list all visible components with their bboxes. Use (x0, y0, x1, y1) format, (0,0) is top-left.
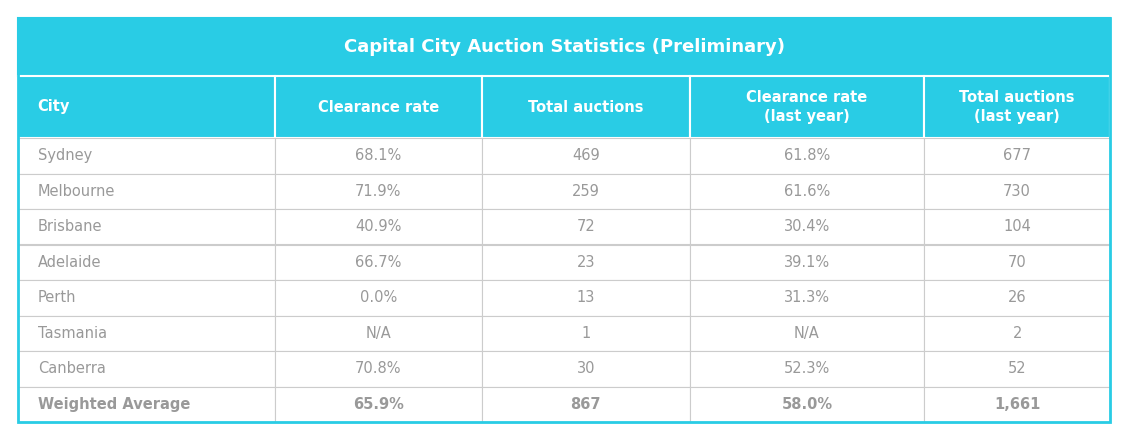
Bar (689, 138, 924, 173)
Text: 867: 867 (571, 397, 601, 412)
Text: N/A: N/A (365, 326, 391, 341)
Text: 1: 1 (581, 326, 590, 341)
Bar (482, 280, 689, 315)
Bar (924, 209, 1110, 244)
Text: 65.9%: 65.9% (353, 397, 404, 412)
Text: 68.1%: 68.1% (355, 148, 402, 163)
Text: City: City (37, 99, 70, 114)
Bar (482, 386, 689, 422)
Text: 26: 26 (1007, 290, 1026, 305)
Text: 0.0%: 0.0% (360, 290, 397, 305)
Text: 52.3%: 52.3% (784, 361, 830, 376)
Bar (689, 351, 924, 386)
Bar (18, 173, 274, 209)
Bar (274, 138, 482, 173)
Text: 71.9%: 71.9% (355, 184, 402, 199)
Bar (18, 244, 274, 280)
Bar (924, 138, 1110, 173)
Bar (274, 351, 482, 386)
Bar (274, 244, 482, 280)
Text: Brisbane: Brisbane (37, 219, 103, 234)
Text: 61.6%: 61.6% (784, 184, 830, 199)
Bar (482, 209, 689, 244)
Text: 469: 469 (572, 148, 600, 163)
Bar (18, 18, 1110, 76)
Text: 23: 23 (576, 255, 596, 270)
Text: 66.7%: 66.7% (355, 255, 402, 270)
Bar (18, 315, 274, 351)
Text: 677: 677 (1003, 148, 1031, 163)
Bar (482, 173, 689, 209)
Bar (689, 244, 924, 280)
Bar (924, 76, 1110, 138)
Text: 72: 72 (576, 219, 596, 234)
Bar (482, 76, 689, 138)
Text: Melbourne: Melbourne (37, 184, 115, 199)
Bar (18, 386, 274, 422)
Text: 2: 2 (1013, 326, 1022, 341)
Bar (18, 76, 274, 138)
Bar (924, 244, 1110, 280)
Text: 1,661: 1,661 (994, 397, 1040, 412)
Text: Total auctions
(last year): Total auctions (last year) (960, 91, 1075, 124)
Bar (274, 386, 482, 422)
Text: Adelaide: Adelaide (37, 255, 102, 270)
Bar (18, 351, 274, 386)
Bar (482, 315, 689, 351)
Text: Clearance rate: Clearance rate (318, 99, 439, 114)
Bar (924, 315, 1110, 351)
Bar (924, 173, 1110, 209)
Bar (482, 244, 689, 280)
Bar (274, 209, 482, 244)
Bar (924, 280, 1110, 315)
Text: 61.8%: 61.8% (784, 148, 830, 163)
Text: 13: 13 (576, 290, 596, 305)
Bar (274, 315, 482, 351)
Text: 104: 104 (1003, 219, 1031, 234)
Bar (274, 76, 482, 138)
Text: 40.9%: 40.9% (355, 219, 402, 234)
Text: 70: 70 (1007, 255, 1026, 270)
Text: 52: 52 (1007, 361, 1026, 376)
Text: 730: 730 (1003, 184, 1031, 199)
Text: Tasmania: Tasmania (37, 326, 107, 341)
Bar (689, 76, 924, 138)
Bar (924, 386, 1110, 422)
Text: 70.8%: 70.8% (355, 361, 402, 376)
Text: 58.0%: 58.0% (782, 397, 832, 412)
Text: Clearance rate
(last year): Clearance rate (last year) (747, 91, 867, 124)
Text: Perth: Perth (37, 290, 77, 305)
Bar (924, 351, 1110, 386)
Text: Sydney: Sydney (37, 148, 91, 163)
Bar (689, 386, 924, 422)
Text: Capital City Auction Statistics (Preliminary): Capital City Auction Statistics (Prelimi… (344, 38, 784, 56)
Text: 259: 259 (572, 184, 600, 199)
Bar (689, 315, 924, 351)
Text: Total auctions: Total auctions (528, 99, 644, 114)
Bar (689, 209, 924, 244)
Text: Weighted Average: Weighted Average (37, 397, 190, 412)
Bar (689, 173, 924, 209)
Bar (689, 280, 924, 315)
Text: 30.4%: 30.4% (784, 219, 830, 234)
Bar (482, 138, 689, 173)
Bar (18, 280, 274, 315)
Text: 31.3%: 31.3% (784, 290, 830, 305)
Bar (274, 280, 482, 315)
Bar (18, 209, 274, 244)
Bar (274, 173, 482, 209)
Text: 30: 30 (576, 361, 596, 376)
Text: Canberra: Canberra (37, 361, 106, 376)
Bar (482, 351, 689, 386)
Text: 39.1%: 39.1% (784, 255, 830, 270)
Text: N/A: N/A (794, 326, 820, 341)
Bar (18, 138, 274, 173)
